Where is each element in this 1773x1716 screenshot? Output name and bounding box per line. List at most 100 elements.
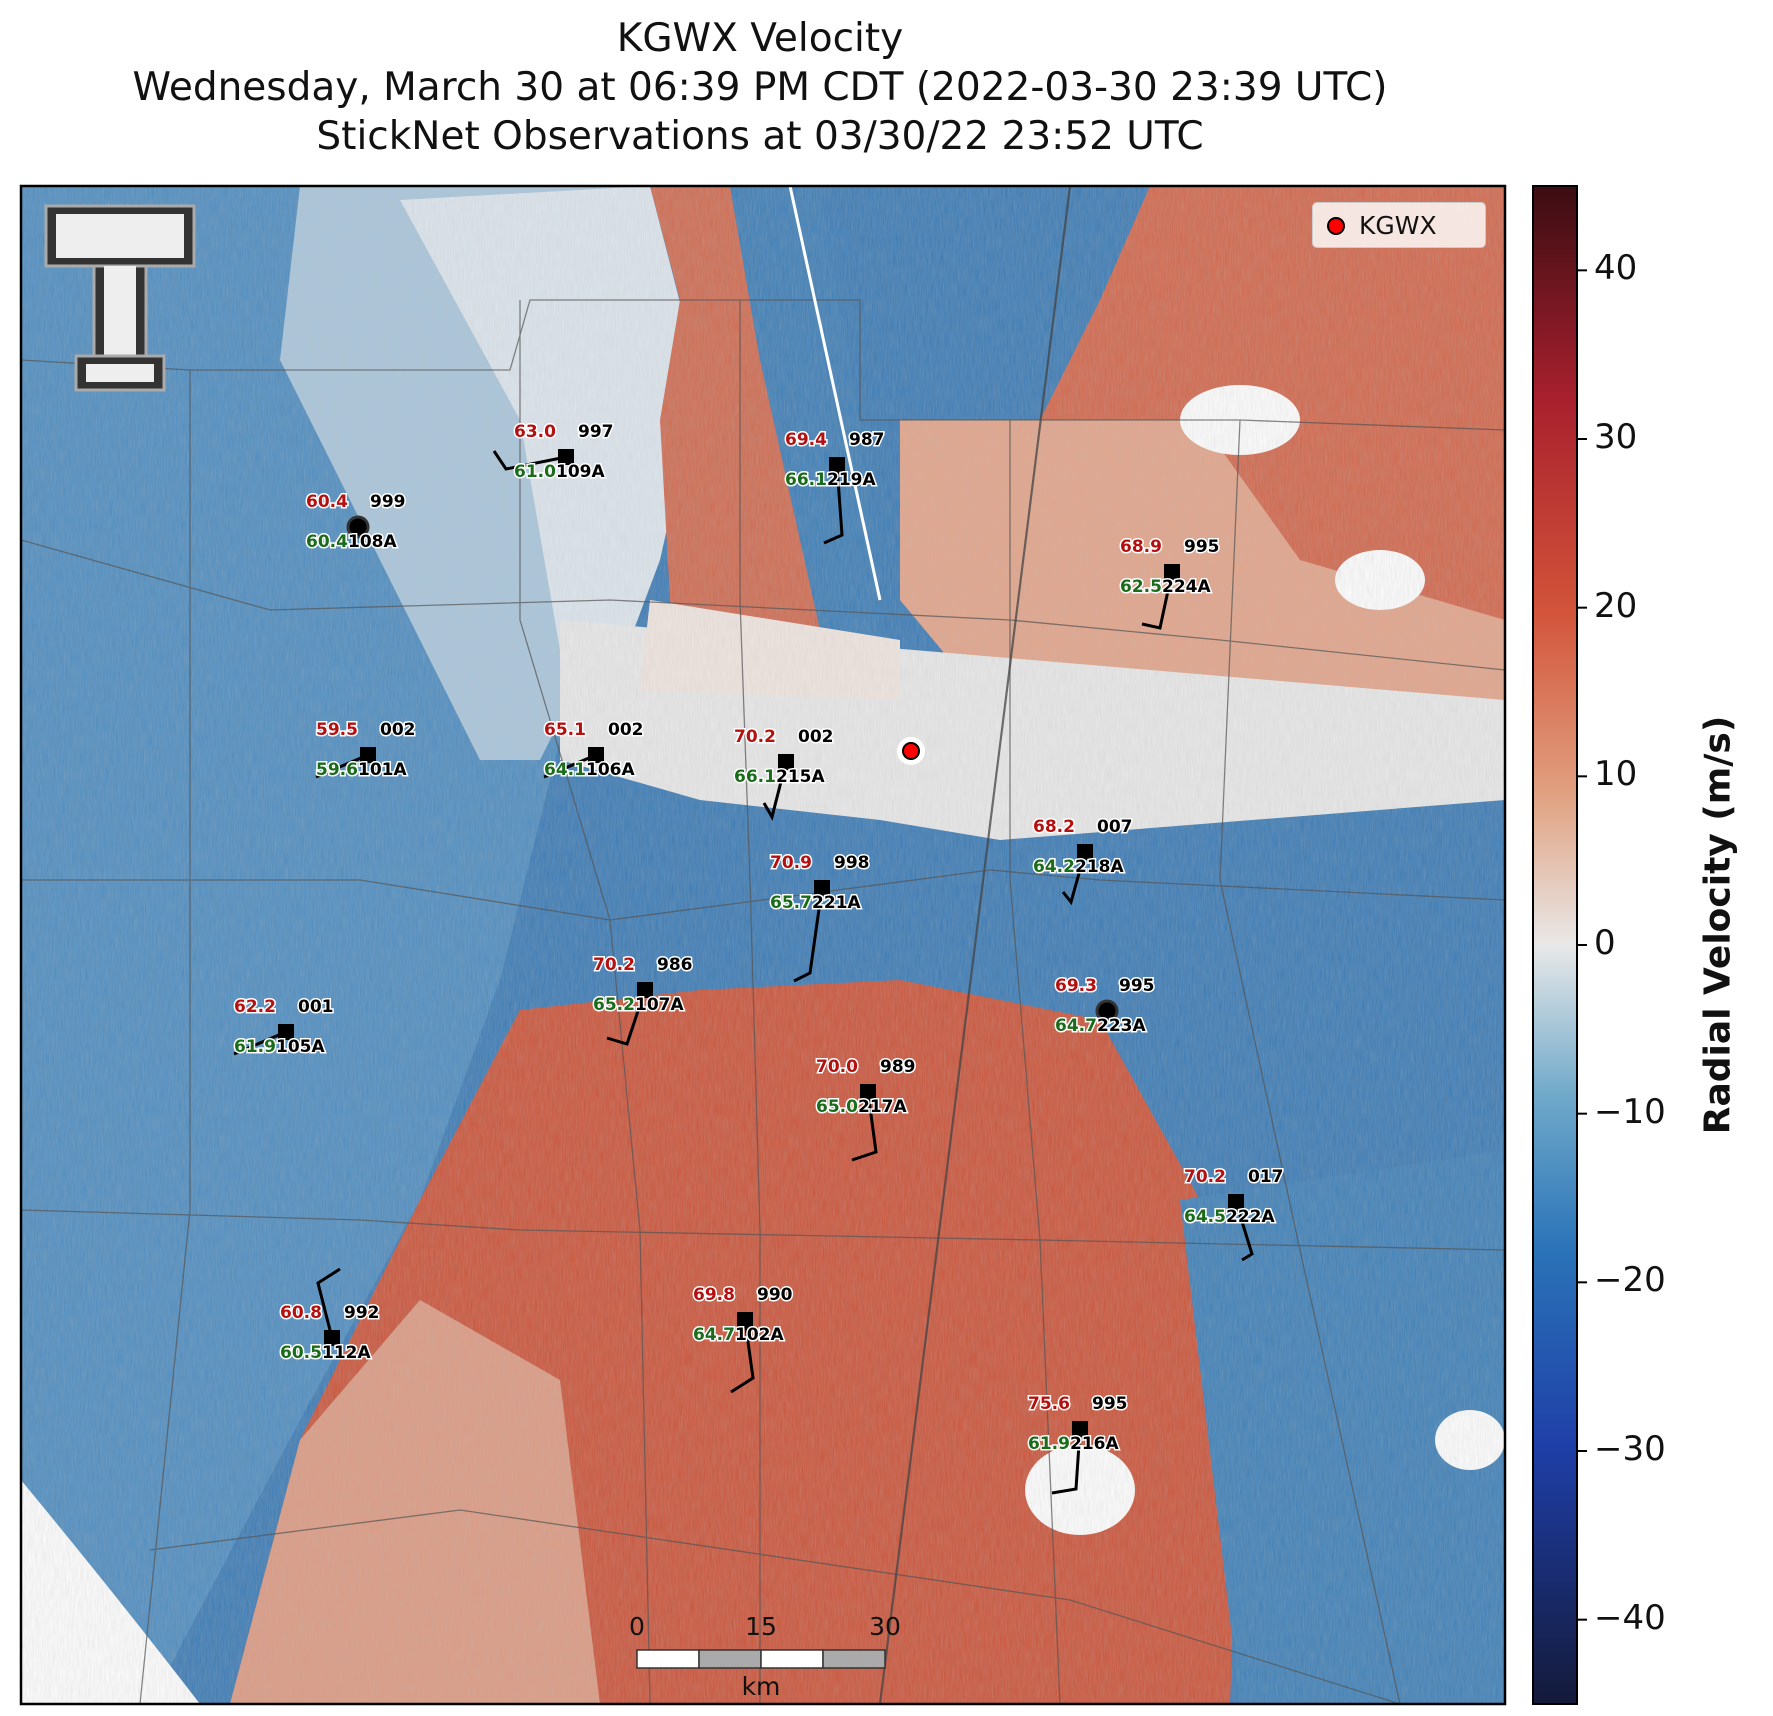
- scale-label-30: 30: [869, 1612, 901, 1641]
- station-pressure: 017: [1248, 1167, 1284, 1187]
- colorbar-tick-label: −40: [1594, 1597, 1666, 1638]
- station-id: 101A: [358, 760, 407, 780]
- wind-barb: [851, 1091, 878, 1162]
- station-pressure: 995: [1184, 537, 1220, 557]
- station-temperature: 59.5: [316, 720, 358, 740]
- station-dewpoint: 61.0: [514, 462, 556, 482]
- station-id: 216A: [1070, 1434, 1119, 1454]
- scale-bar: [636, 1649, 886, 1669]
- station-dewpoint: 65.2: [593, 995, 635, 1015]
- legend-marker-icon: [1327, 217, 1345, 235]
- station-dewpoint: 64.7: [693, 1325, 735, 1345]
- colorbar: [1532, 185, 1578, 1705]
- station-id: 109A: [556, 462, 605, 482]
- wind-barb: [1051, 1428, 1082, 1495]
- colorbar-tick-label: −20: [1594, 1260, 1666, 1301]
- station-pressure: 999: [370, 492, 406, 512]
- station-pressure: 001: [298, 997, 334, 1017]
- station-dewpoint: 59.6: [316, 760, 358, 780]
- station-dewpoint: 66.1: [734, 767, 776, 787]
- velocity-field: [21, 186, 1505, 1704]
- station-pressure: 987: [849, 430, 885, 450]
- station-dewpoint: 62.5: [1120, 577, 1162, 597]
- radar-texture: [21, 186, 1505, 1704]
- title-line-2: Wednesday, March 30 at 06:39 PM CDT (202…: [132, 65, 1388, 110]
- station-temperature: 65.1: [544, 720, 586, 740]
- station-pressure: 992: [344, 1303, 380, 1323]
- radar-artifact-line: [788, 186, 882, 601]
- wind-barb: [606, 989, 647, 1046]
- station-temperature: 60.4: [306, 492, 348, 512]
- station-temperature: 75.6: [1028, 1394, 1070, 1414]
- wind-barb: [823, 464, 844, 545]
- colorbar-tick-label: 10: [1594, 754, 1638, 795]
- station-id: 218A: [1075, 857, 1124, 877]
- legend-label: KGWX: [1359, 211, 1437, 240]
- wind-barb: [316, 1267, 341, 1339]
- station-pressure: 986: [657, 955, 693, 975]
- station-id: 217A: [858, 1097, 907, 1117]
- title-line-3: StickNet Observations at 03/30/22 23:52 …: [316, 114, 1204, 159]
- colorbar-tick-label: 0: [1594, 923, 1616, 963]
- scale-unit: km: [741, 1672, 781, 1701]
- wind-barb: [762, 761, 788, 821]
- station-id: 112A: [322, 1343, 371, 1363]
- station-temperature: 69.4: [785, 430, 827, 450]
- station-calm-marker: [346, 515, 370, 539]
- station-temperature: 62.2: [234, 997, 276, 1017]
- wind-barb: [233, 1030, 287, 1056]
- station-pressure: 990: [757, 1285, 793, 1305]
- colorbar-title: Radial Velocity (m/s): [1697, 715, 1739, 1135]
- colorbar-ticks: [1577, 269, 1587, 1621]
- station-temperature: 70.2: [734, 727, 776, 747]
- wind-barb: [1141, 571, 1174, 630]
- texas-tech-logo: [44, 204, 196, 392]
- wind-barb: [730, 1319, 755, 1394]
- wind-barb: [543, 753, 597, 779]
- station-pressure: 002: [608, 720, 644, 740]
- wind-barb: [1061, 851, 1087, 906]
- station-temperature: 69.8: [693, 1285, 735, 1305]
- wind-barb: [492, 450, 567, 471]
- station-id: 215A: [776, 767, 825, 787]
- station-dewpoint: 65.0: [816, 1097, 858, 1117]
- station-temperature: 70.0: [816, 1057, 858, 1077]
- scale-label-0: 0: [629, 1612, 645, 1641]
- colorbar-tick-label: −30: [1594, 1429, 1666, 1469]
- station-id: 102A: [735, 1325, 784, 1345]
- station-temperature: 68.2: [1033, 817, 1075, 837]
- colorbar-tick-label: 40: [1594, 248, 1638, 289]
- station-id: 222A: [1226, 1207, 1275, 1227]
- station-temperature: 70.2: [593, 955, 635, 975]
- station-temperature: 69.3: [1055, 976, 1097, 996]
- map-frame: [19, 184, 1507, 1706]
- station-dewpoint: 60.4: [306, 532, 348, 552]
- station-dewpoint: 64.2: [1033, 857, 1075, 877]
- station-id: 108A: [348, 532, 397, 552]
- station-pressure: 997: [578, 422, 614, 442]
- station-dewpoint: 64.7: [1055, 1016, 1097, 1036]
- station-id: 219A: [827, 470, 876, 490]
- station-temperature: 63.0: [514, 422, 556, 442]
- station-pressure: 002: [380, 720, 416, 740]
- station-id: 221A: [812, 893, 861, 913]
- colorbar-tick-label: 30: [1594, 417, 1638, 457]
- station-id: 223A: [1097, 1016, 1146, 1036]
- highway-line: [878, 186, 1072, 1704]
- county-lines: [21, 299, 1505, 1704]
- scale-label-15: 15: [745, 1612, 777, 1641]
- wind-barb: [315, 753, 369, 779]
- station-id: 107A: [635, 995, 684, 1015]
- station-dewpoint: 64.5: [1184, 1207, 1226, 1227]
- station-pressure: 989: [880, 1057, 916, 1077]
- colorbar-tick-label: −10: [1594, 1091, 1666, 1132]
- station-dewpoint: 60.5: [280, 1343, 322, 1363]
- station-pressure: 998: [834, 853, 870, 873]
- radar-site-marker: [902, 742, 920, 760]
- station-pressure: 995: [1092, 1394, 1128, 1414]
- stations-layer: 60.4 999 60.4 108A 63.0 997 61.0 109A 69.4 987 66.…: [233, 421, 1285, 1495]
- colorbar-tick-label: 20: [1594, 585, 1638, 626]
- station-pressure: 995: [1119, 976, 1155, 996]
- station-id: 106A: [586, 760, 635, 780]
